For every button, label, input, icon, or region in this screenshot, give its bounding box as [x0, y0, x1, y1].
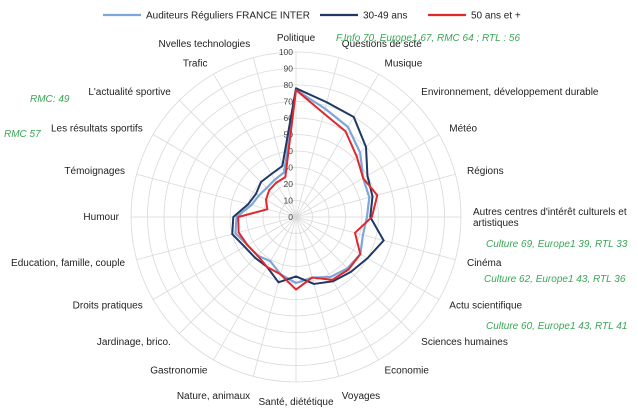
category-label: Santé, diététique — [258, 397, 333, 408]
grid-spoke — [252, 216, 297, 377]
series-line-3 — [237, 88, 379, 291]
grid-spoke — [152, 134, 297, 218]
radial-tick-label: 90 — [284, 64, 294, 74]
annotation: F.Info 70, Europe1 67, RMC 64 ; RTL : 56 — [336, 33, 520, 44]
annotation: Culture 60, Europe1 43, RTL 41 — [486, 321, 627, 332]
category-label: Voyages — [342, 391, 380, 402]
category-label: Jardinage, brico. — [97, 337, 171, 348]
grid-spoke — [213, 216, 297, 361]
grid-spoke — [136, 216, 297, 261]
grid-spoke — [295, 57, 340, 218]
annotation: RMC: 49 — [30, 94, 70, 105]
category-label: Nature, animaux — [177, 391, 250, 402]
category-label: Nvelles technologies — [158, 39, 250, 50]
category-label: Humour — [83, 212, 119, 223]
grid-spoke — [295, 173, 456, 218]
grid-spoke — [213, 73, 297, 218]
radial-tick-label: 0 — [288, 212, 293, 222]
category-label: Actu scientifique — [449, 301, 522, 312]
category-label: Trafic — [183, 59, 208, 70]
category-label: Régions — [467, 166, 504, 177]
annotations: F.Info 70, Europe1 67, RMC 64 ; RTL : 56… — [4, 33, 628, 332]
category-label: Autres centres d'intérêt culturels et art… — [473, 207, 627, 229]
category-label: Questions de scté — [342, 39, 422, 50]
category-label: Sciences humaines — [421, 337, 508, 348]
radial-tick-label: 30 — [284, 163, 294, 173]
legend-label: Auditeurs Réguliers FRANCE INTER — [146, 11, 310, 22]
category-label: Cinéma — [467, 258, 502, 269]
category-label: Témoignages — [64, 166, 125, 177]
legend-label: 50 ans et + — [471, 11, 521, 22]
annotation: Culture 62, Europe1 43, RTL 36 — [484, 274, 626, 285]
category-label: Environnement, développement durable — [421, 87, 599, 98]
series-lines — [231, 87, 385, 291]
grid-spoke — [179, 216, 297, 334]
category-labels: Politique Questions de scté Musique Environ… — [11, 33, 627, 408]
grid-spoke — [295, 216, 456, 261]
category-label: L'actualité sportive — [88, 87, 171, 98]
grid-spoke — [295, 216, 379, 361]
grid-spoke — [252, 57, 297, 218]
radial-tick-label: 10 — [284, 196, 294, 206]
category-label: Musique — [385, 59, 423, 70]
grid-spoke — [295, 100, 413, 218]
radial-tick-label: 80 — [284, 80, 294, 90]
legend: Auditeurs Réguliers FRANCE INTER 30-49 an… — [103, 11, 521, 22]
annotation: RMC 57 — [4, 129, 41, 140]
category-label: Education, famille, couple — [11, 258, 125, 269]
grid-spoke — [152, 216, 297, 300]
grid-spoke — [179, 100, 297, 218]
radial-tick-label: 70 — [284, 97, 294, 107]
radial-tick-label: 60 — [284, 113, 294, 123]
category-label: Economie — [385, 365, 430, 376]
radar-grid — [130, 51, 462, 383]
grid-spoke — [295, 216, 340, 377]
annotation: Culture 69, Europe1 39, RTL 33 — [486, 239, 628, 250]
radial-tick-label: 100 — [279, 47, 293, 57]
series-line-2 — [231, 87, 385, 285]
legend-label: 30-49 ans — [363, 11, 407, 22]
grid-spoke — [136, 173, 297, 218]
category-label: Météo — [449, 124, 477, 135]
radial-tick-label: 20 — [284, 179, 294, 189]
category-label: Les résultats sportifs — [51, 124, 143, 135]
category-label: Gastronomie — [150, 365, 208, 376]
grid-spoke — [295, 73, 379, 218]
category-label: Politique — [277, 33, 316, 44]
grid-spoke — [295, 216, 413, 334]
category-label: Droits pratiques — [73, 301, 143, 312]
